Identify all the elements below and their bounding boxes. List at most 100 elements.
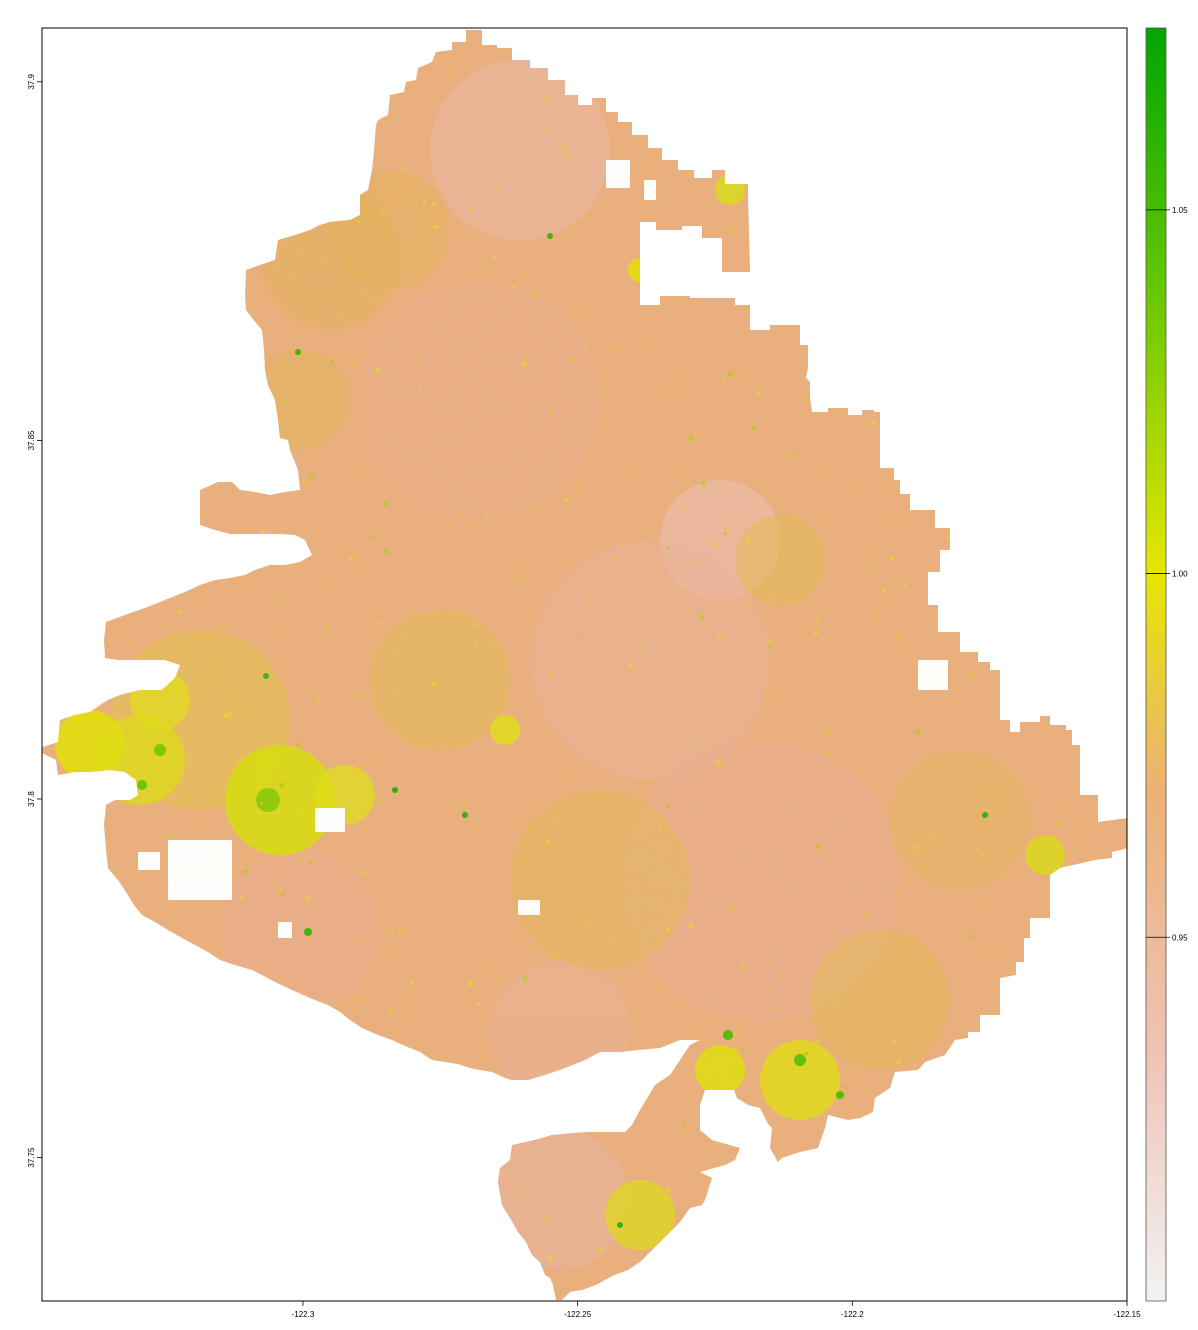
raster-speck (727, 1237, 732, 1242)
raster-speck (614, 109, 616, 112)
raster-speck (127, 166, 131, 170)
raster-speck (143, 1159, 146, 1162)
raster-speck (679, 108, 684, 114)
raster-speck (835, 179, 840, 183)
raster-speck (265, 441, 268, 445)
raster-speck (1067, 1011, 1071, 1015)
raster-speck (178, 223, 182, 227)
raster-speck (1036, 935, 1040, 939)
raster-speck (388, 1143, 392, 1147)
raster-speck (1059, 1191, 1065, 1197)
raster-speck (281, 206, 285, 210)
raster-speck (153, 958, 158, 963)
raster-speck (471, 1095, 474, 1097)
raster-speck (192, 506, 194, 508)
raster-speck (292, 98, 297, 103)
raster-speck (279, 231, 281, 234)
raster-speck (281, 111, 284, 115)
raster-speck (993, 613, 998, 618)
raster-speck (1022, 1195, 1025, 1198)
raster-speck (204, 217, 207, 219)
raster-speck (1025, 1080, 1029, 1085)
raster-speck (989, 317, 995, 322)
raster-speck (589, 1127, 592, 1130)
raster-speck (745, 1177, 748, 1180)
raster-speck (250, 441, 255, 446)
raster-speck (1064, 968, 1069, 973)
x-tick-label: -122.15 (1113, 1310, 1141, 1319)
legend-colorbar (1145, 27, 1167, 1302)
raster-speck (889, 91, 895, 97)
raster-speck (292, 191, 295, 195)
raster-speck (933, 197, 938, 203)
raster-speck (222, 429, 227, 434)
raster-speck (189, 996, 192, 1000)
raster-speck (689, 1214, 694, 1219)
raster-speck (845, 394, 849, 399)
raster-speck (1030, 177, 1034, 181)
raster-speck (966, 588, 969, 591)
raster-speck (1084, 1032, 1089, 1037)
raster-speck (837, 84, 842, 89)
raster-speck (245, 1067, 250, 1072)
raster-speck (766, 1137, 769, 1141)
raster-speck (883, 219, 887, 223)
raster-speck (933, 1237, 936, 1241)
raster-speck (227, 244, 232, 249)
raster-speck (717, 80, 721, 85)
raster-speck (413, 1093, 416, 1096)
raster-speck (1066, 98, 1069, 102)
raster-speck (223, 961, 228, 966)
raster-speck (139, 660, 143, 663)
raster-speck (762, 123, 765, 126)
raster-speck (392, 1046, 397, 1051)
raster-speck (999, 984, 1004, 989)
raster-speck (1053, 644, 1057, 647)
raster-speck (1017, 153, 1021, 157)
raster-speck (188, 205, 192, 209)
raster-speck (804, 331, 807, 334)
raster-speck (921, 1220, 926, 1224)
raster-speck (537, 1108, 542, 1113)
raster-layer (42, 30, 1127, 1300)
raster-speck (1052, 209, 1057, 213)
raster-speck (635, 1075, 639, 1080)
raster-speck (215, 170, 219, 173)
raster-speck (921, 1211, 924, 1213)
raster-speck (652, 91, 655, 94)
raster-speck (775, 132, 779, 136)
raster-speck (556, 1104, 561, 1110)
raster-speck (357, 1210, 363, 1216)
raster-speck (401, 1133, 405, 1137)
raster-speck (1027, 996, 1030, 999)
raster-speck (249, 454, 254, 459)
raster-speck (885, 414, 890, 418)
raster-speck (195, 351, 199, 355)
raster-speck (1061, 1211, 1065, 1216)
y-axis: 37.9 37.85 37.8 37.75 (27, 73, 42, 1168)
raster-speck (864, 96, 866, 99)
raster-speck (1039, 646, 1042, 650)
raster-speck (799, 298, 804, 303)
legend-tick-label: 1.05 (1172, 206, 1188, 215)
raster-speck (548, 1123, 551, 1126)
raster-speck (993, 201, 996, 204)
raster-speck (166, 1194, 169, 1196)
raster-speck (234, 972, 238, 975)
raster-speck (242, 183, 245, 186)
raster-speck (322, 1125, 324, 1128)
raster-speck (147, 993, 150, 996)
x-axis: -122.3 -122.25 -122.2 -122.15 (292, 1301, 1141, 1319)
raster-speck (607, 1069, 612, 1074)
raster-speck (828, 132, 833, 137)
raster-speck (998, 617, 1000, 619)
raster-speck (894, 439, 899, 444)
raster-speck (837, 88, 842, 92)
raster-speck (167, 1115, 169, 1117)
raster-speck (1043, 537, 1047, 541)
raster-speck (1055, 338, 1057, 341)
raster-speck (1012, 999, 1016, 1003)
raster-speck (222, 1105, 226, 1108)
raster-speck (278, 1137, 281, 1141)
raster-speck (126, 383, 129, 387)
